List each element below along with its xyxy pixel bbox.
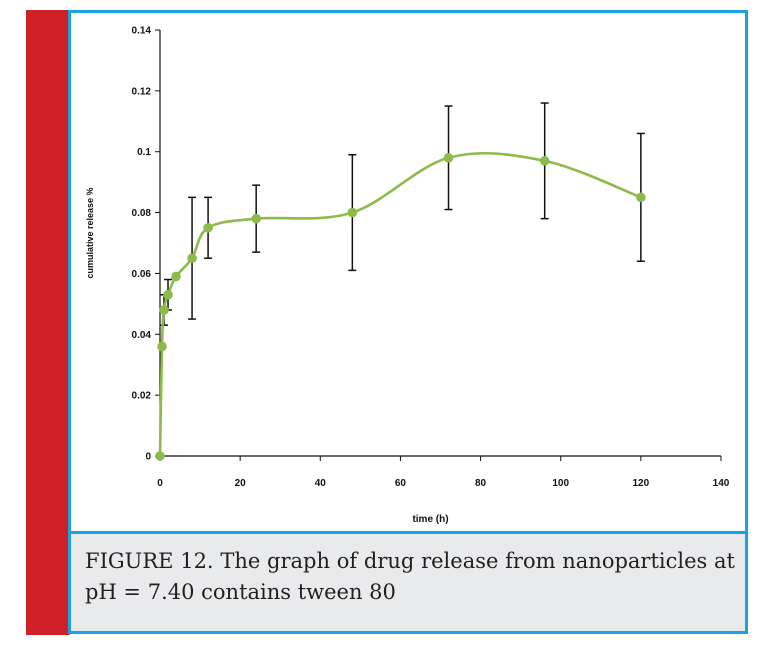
drug-release-chart: 0 0.02 0.04 0.06 0.08 0.1 0.12 0.14 0 20 40 60 80 10… <box>85 26 730 526</box>
data-point <box>159 305 169 315</box>
y-tick-label: 0.02 <box>132 391 152 402</box>
x-axis-title: time (h) <box>412 514 448 525</box>
y-axis-ticks: 0 0.02 0.04 0.06 0.08 0.1 0.12 0.14 <box>132 26 160 463</box>
data-point <box>347 207 358 218</box>
y-tick-label: 0.12 <box>132 86 152 97</box>
y-tick-label: 0.14 <box>132 26 152 37</box>
x-tick-label: 60 <box>395 478 407 489</box>
x-tick-label: 80 <box>475 478 487 489</box>
chart-panel: 0 0.02 0.04 0.06 0.08 0.1 0.12 0.14 0 20 40 60 80 10… <box>68 10 748 534</box>
data-point <box>539 156 550 166</box>
figure-caption-panel: FIGURE 12. The graph of drug release fro… <box>68 531 748 634</box>
data-point <box>187 253 197 264</box>
x-tick-label: 140 <box>713 478 730 489</box>
x-tick-label: 40 <box>315 478 327 489</box>
data-point <box>636 192 646 203</box>
data-point <box>443 153 454 163</box>
data-point <box>251 213 261 224</box>
x-axis-ticks: 0 20 40 60 80 100 120 140 <box>157 456 730 489</box>
data-point <box>171 271 181 282</box>
y-tick-label: 0.08 <box>132 208 152 219</box>
data-point <box>157 341 167 352</box>
data-point <box>163 289 173 300</box>
y-tick-label: 0.06 <box>132 269 152 280</box>
x-tick-label: 120 <box>633 478 650 489</box>
y-tick-label: 0 <box>145 452 151 463</box>
data-point <box>203 222 213 233</box>
y-tick-label: 0.1 <box>137 147 151 158</box>
x-tick-label: 0 <box>157 478 163 489</box>
figure-caption: FIGURE 12. The graph of drug release fro… <box>85 549 735 604</box>
series-line <box>158 151 642 457</box>
x-tick-label: 100 <box>552 478 569 489</box>
data-points <box>155 153 646 461</box>
x-tick-label: 20 <box>235 478 247 489</box>
y-tick-label: 0.04 <box>132 330 152 341</box>
y-axis-title: cumulative release % <box>85 187 95 278</box>
data-point <box>155 451 165 461</box>
error-bars <box>160 102 645 326</box>
left-accent-strip <box>26 10 70 635</box>
